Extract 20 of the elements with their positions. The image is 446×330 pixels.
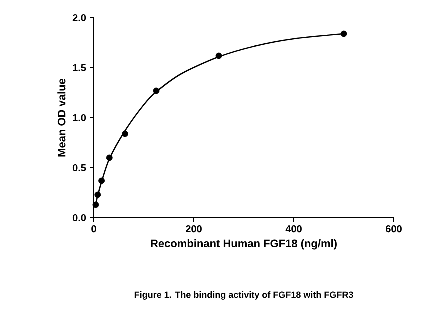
caption: Figure 1. The binding activity of FGF18 with FGFR3 bbox=[134, 292, 354, 300]
y-tick-label: 0.0 bbox=[72, 214, 86, 222]
point bbox=[98, 178, 106, 184]
x-axis-title: Recombinant Human FGF18 (ng/ml) bbox=[151, 239, 337, 250]
y-tick-label: 1.5 bbox=[73, 64, 86, 72]
y-axis-title: Mean OD value bbox=[58, 78, 66, 157]
x-tick-label: 600 bbox=[386, 226, 402, 233]
point bbox=[92, 202, 100, 208]
point bbox=[122, 130, 128, 138]
point bbox=[340, 30, 348, 38]
y-tick-label: 1.0 bbox=[73, 114, 86, 122]
x-tick-label: 200 bbox=[186, 226, 202, 233]
y-tick-label: 0.5 bbox=[72, 164, 86, 172]
y-tick-label: 2.0 bbox=[72, 14, 86, 22]
point bbox=[106, 154, 113, 162]
point bbox=[216, 52, 222, 60]
point bbox=[94, 192, 102, 198]
point bbox=[153, 88, 160, 94]
x-tick-label: 0 bbox=[92, 226, 96, 233]
x-tick-label: 400 bbox=[286, 226, 302, 233]
